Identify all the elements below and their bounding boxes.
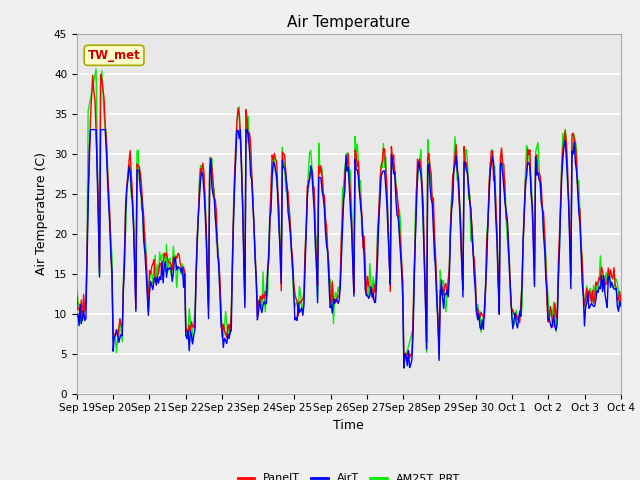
AirT (400, 365, 408, 371)
AirT (475, 311, 483, 316)
AirT (303, 195, 311, 201)
Line: PanelT: PanelT (77, 74, 621, 361)
AirT (406, 365, 413, 371)
AM25T_PRT (243, 124, 251, 130)
PanelT (73, 292, 81, 298)
AM25T_PRT (73, 286, 81, 291)
AM25T_PRT (475, 310, 483, 315)
AirT (569, 151, 577, 157)
AirT (243, 127, 251, 132)
AirT (86, 127, 94, 132)
PanelT (243, 118, 251, 123)
PanelT (569, 130, 577, 136)
AirT (73, 313, 81, 319)
AirT (378, 169, 386, 175)
Line: AirT: AirT (77, 130, 621, 368)
AM25T_PRT (400, 360, 408, 366)
Text: TW_met: TW_met (88, 49, 140, 62)
Line: AM25T_PRT: AM25T_PRT (77, 69, 621, 363)
PanelT (378, 158, 386, 164)
PanelT (303, 183, 311, 189)
PanelT (97, 72, 104, 77)
AirT (617, 303, 625, 309)
AM25T_PRT (617, 295, 625, 301)
Legend: PanelT, AirT, AM25T_PRT: PanelT, AirT, AM25T_PRT (233, 469, 465, 480)
AM25T_PRT (569, 140, 577, 146)
AM25T_PRT (303, 191, 311, 197)
Y-axis label: Air Temperature (C): Air Temperature (C) (35, 152, 48, 275)
PanelT (475, 315, 483, 321)
PanelT (400, 358, 408, 364)
PanelT (617, 299, 625, 305)
AM25T_PRT (406, 339, 413, 345)
X-axis label: Time: Time (333, 419, 364, 432)
PanelT (406, 355, 413, 361)
AM25T_PRT (378, 165, 386, 170)
AM25T_PRT (92, 66, 100, 72)
Title: Air Temperature: Air Temperature (287, 15, 410, 30)
